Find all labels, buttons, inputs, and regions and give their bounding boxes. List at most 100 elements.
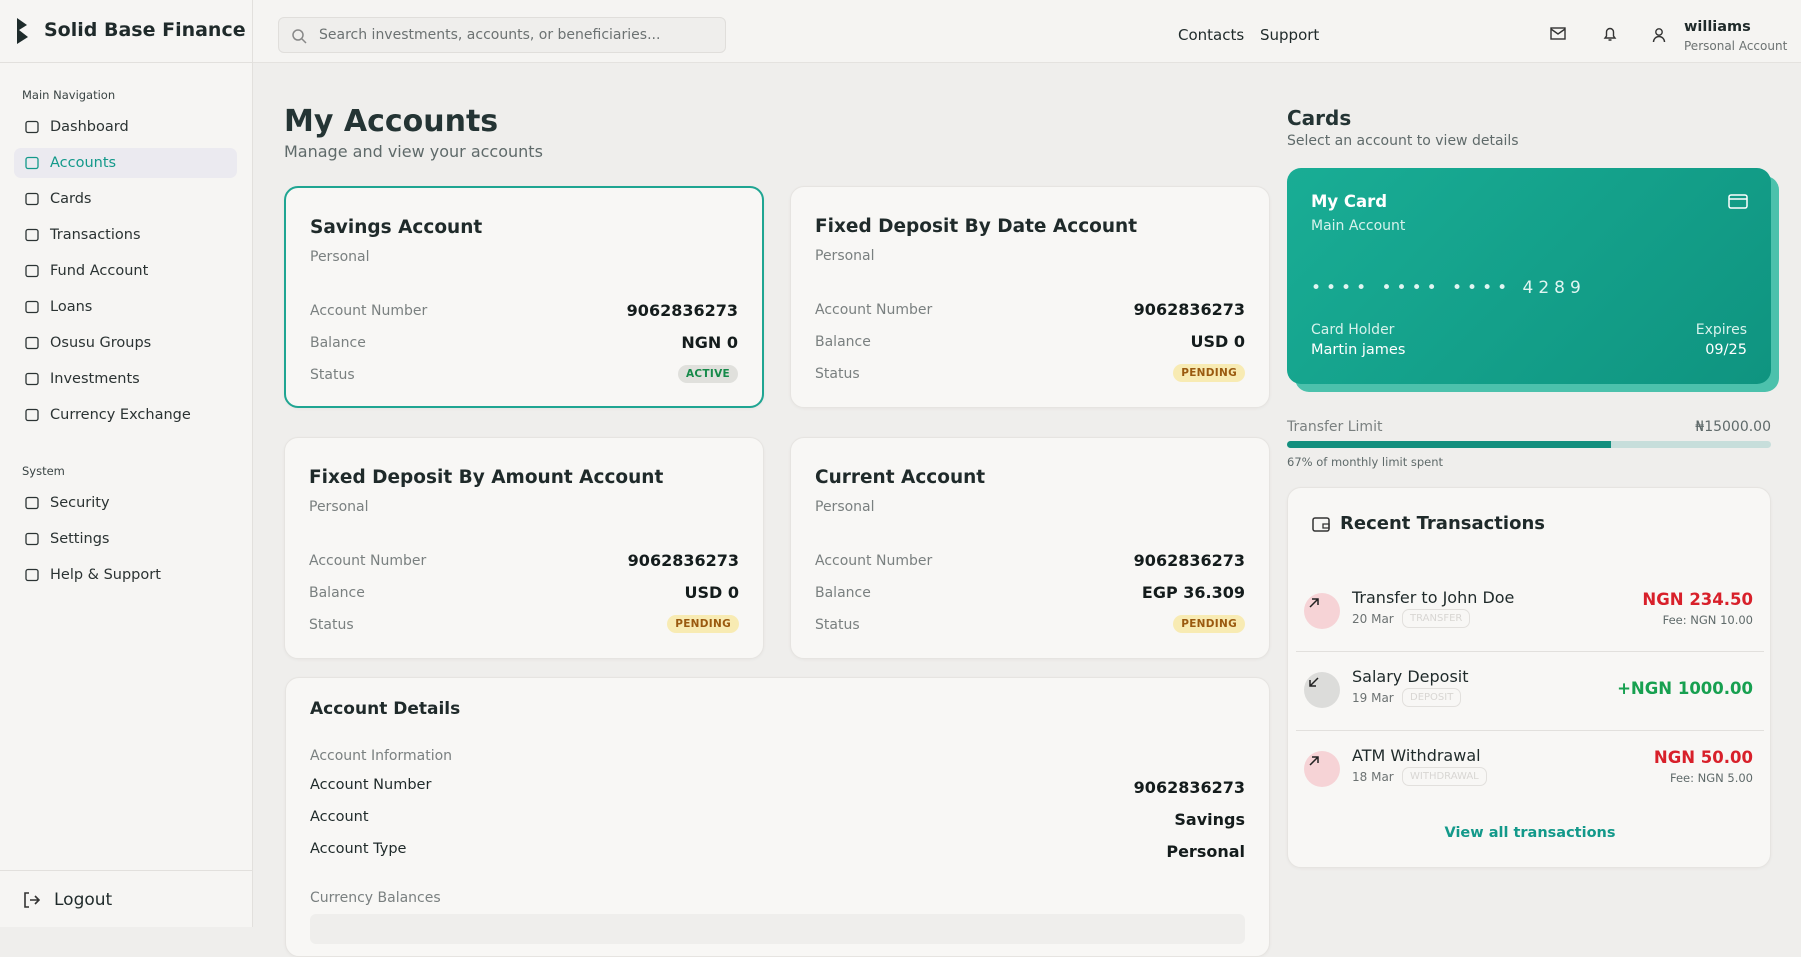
wallet-icon (1312, 517, 1330, 532)
transaction-fee: Fee: NGN 5.00 (1669, 771, 1753, 785)
arrow (1309, 598, 1319, 608)
card-label: Expires (1695, 322, 1747, 338)
card-expiry: 09/25 (1705, 342, 1747, 358)
transaction-icon (1304, 672, 1340, 708)
nav-item[interactable]: Loans (14, 292, 237, 322)
limit-label: Transfer Limit (1287, 419, 1383, 435)
card-label: Card Holder (1311, 322, 1395, 338)
nav-item[interactable]: Settings (14, 524, 237, 554)
detail-value: 9062836273 (1133, 778, 1245, 797)
row-label: Account Number (310, 303, 428, 319)
nav-icon (25, 264, 39, 278)
nav-section-title: Main Navigation (22, 88, 116, 102)
nav-section-title: System (22, 464, 65, 478)
details-title: Account Details (310, 699, 461, 719)
account-type: Personal (815, 248, 875, 264)
brand: Solid Base Finance (44, 19, 246, 41)
nav-icon (25, 120, 39, 134)
card-sub: Main Account (1311, 218, 1406, 234)
currency-placeholder (310, 914, 1245, 944)
transaction-tag: TRANSFER (1402, 609, 1471, 628)
divider (0, 62, 253, 63)
user-icon[interactable] (1652, 27, 1666, 43)
transactions-title: Recent Transactions (1340, 513, 1545, 534)
nav-icon (25, 372, 39, 386)
nav-item[interactable]: Accounts (14, 148, 237, 178)
nav-icon (25, 568, 39, 582)
card-name: My Card (1311, 192, 1388, 211)
row-label: Account Number (309, 553, 427, 569)
row-label: Balance (815, 334, 871, 350)
row-value: USD 0 (684, 583, 740, 602)
detail-label: Account Number (310, 777, 432, 793)
bell-icon[interactable] (1603, 26, 1617, 42)
status-badge: PENDING (1173, 364, 1245, 382)
nav-icon (25, 336, 39, 350)
logout-icon (24, 892, 40, 908)
row-value: 9062836273 (1133, 300, 1245, 319)
detail-value: Personal (1166, 842, 1245, 861)
divider (1296, 651, 1764, 652)
transaction-date: 18 Mar (1352, 770, 1394, 784)
nav-item[interactable]: Osusu Groups (14, 328, 237, 358)
account-card[interactable]: Current Account Personal Account Number 906… (790, 437, 1270, 659)
status-badge: PENDING (667, 615, 739, 633)
transaction-name: ATM Withdrawal (1352, 746, 1481, 765)
search-placeholder: Search investments, accounts, or benefic… (319, 27, 661, 43)
row-label: Balance (310, 335, 366, 351)
account-type: Personal (310, 249, 370, 265)
sidebar: Solid Base Finance Main Navigation Syste… (0, 0, 253, 927)
nav-item[interactable]: Dashboard (14, 112, 237, 142)
account-card[interactable]: Savings Account Personal Account Number 906… (284, 186, 764, 408)
view-all-link[interactable]: View all transactions (1444, 825, 1616, 841)
nav-icon (25, 496, 39, 510)
nav-item[interactable]: Currency Exchange (14, 400, 237, 430)
row-label: Balance (815, 585, 871, 601)
nav-item[interactable]: Investments (14, 364, 237, 394)
page-title: My Accounts (284, 104, 499, 139)
search-box[interactable]: Search investments, accounts, or benefic… (278, 17, 726, 53)
nav-item[interactable]: Fund Account (14, 256, 237, 286)
arrow (1309, 677, 1319, 687)
nav-item[interactable]: Help & Support (14, 560, 237, 590)
bank-card[interactable]: My Card Main Account •••• •••• •••• 4289… (1287, 168, 1771, 384)
limit-bar (1287, 441, 1612, 448)
divider (0, 870, 253, 871)
top-link[interactable]: Contacts (1178, 26, 1245, 44)
account-type: Personal (815, 499, 875, 515)
user-role: Personal Account (1684, 39, 1788, 53)
search-icon (292, 29, 307, 44)
limit-note: 67% of monthly limit spent (1287, 455, 1444, 469)
status-badge: PENDING (1173, 615, 1245, 633)
transaction-icon (1304, 593, 1340, 629)
nav-item[interactable]: Transactions (14, 220, 237, 250)
account-name: Fixed Deposit By Amount Account (309, 467, 664, 488)
row-value: 9062836273 (627, 551, 739, 570)
account-card[interactable]: Fixed Deposit By Date Account Personal Acc… (790, 186, 1270, 408)
logout[interactable]: Logout (54, 890, 113, 910)
recent-transactions: Recent Transactions View all transaction… (1287, 487, 1771, 868)
transaction-tag: DEPOSIT (1402, 688, 1462, 707)
topbar: Search investments, accounts, or benefic… (253, 0, 1801, 63)
details-section: Currency Balances (310, 890, 441, 906)
row-value: EGP 36.309 (1141, 583, 1245, 602)
mail-icon[interactable] (1550, 27, 1566, 41)
limit-amount: ₦15000.00 (1695, 419, 1771, 435)
nav-item[interactable]: Security (14, 488, 237, 518)
row-label: Account Number (815, 553, 933, 569)
divider (1296, 730, 1764, 731)
nav-item[interactable]: Cards (14, 184, 237, 214)
nav-icon (25, 156, 39, 170)
row-label: Status (815, 617, 860, 633)
row-value: 9062836273 (1133, 551, 1245, 570)
transaction-amount: +NGN 1000.00 (1617, 679, 1753, 698)
row-label: Account Number (815, 302, 933, 318)
card-icon (1728, 194, 1748, 209)
top-link[interactable]: Support (1260, 26, 1320, 44)
row-label: Status (309, 617, 354, 633)
transaction-name: Transfer to John Doe (1352, 588, 1515, 607)
account-card[interactable]: Fixed Deposit By Amount Account Personal A… (284, 437, 764, 659)
transaction-name: Salary Deposit (1352, 667, 1469, 686)
transaction-amount: NGN 234.50 (1642, 590, 1753, 609)
